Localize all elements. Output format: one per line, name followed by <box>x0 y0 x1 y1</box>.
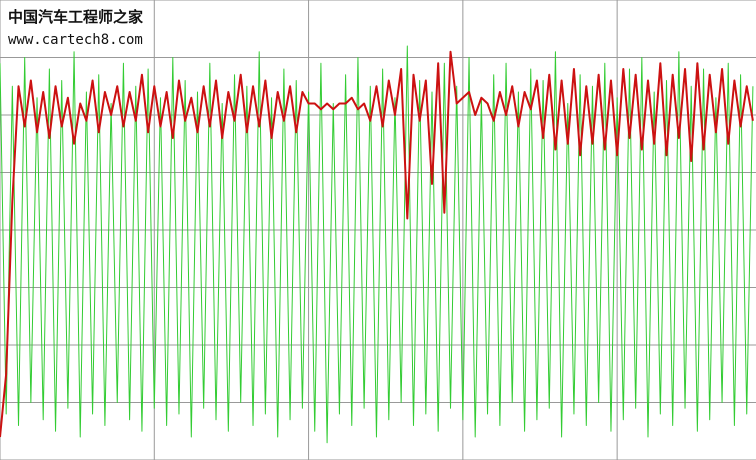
watermark-title: 中国汽车工程师之家 <box>8 8 143 26</box>
trace-line <box>0 50 754 438</box>
trace-line <box>0 45 754 444</box>
watermark-url: www.cartech8.com <box>8 32 143 48</box>
